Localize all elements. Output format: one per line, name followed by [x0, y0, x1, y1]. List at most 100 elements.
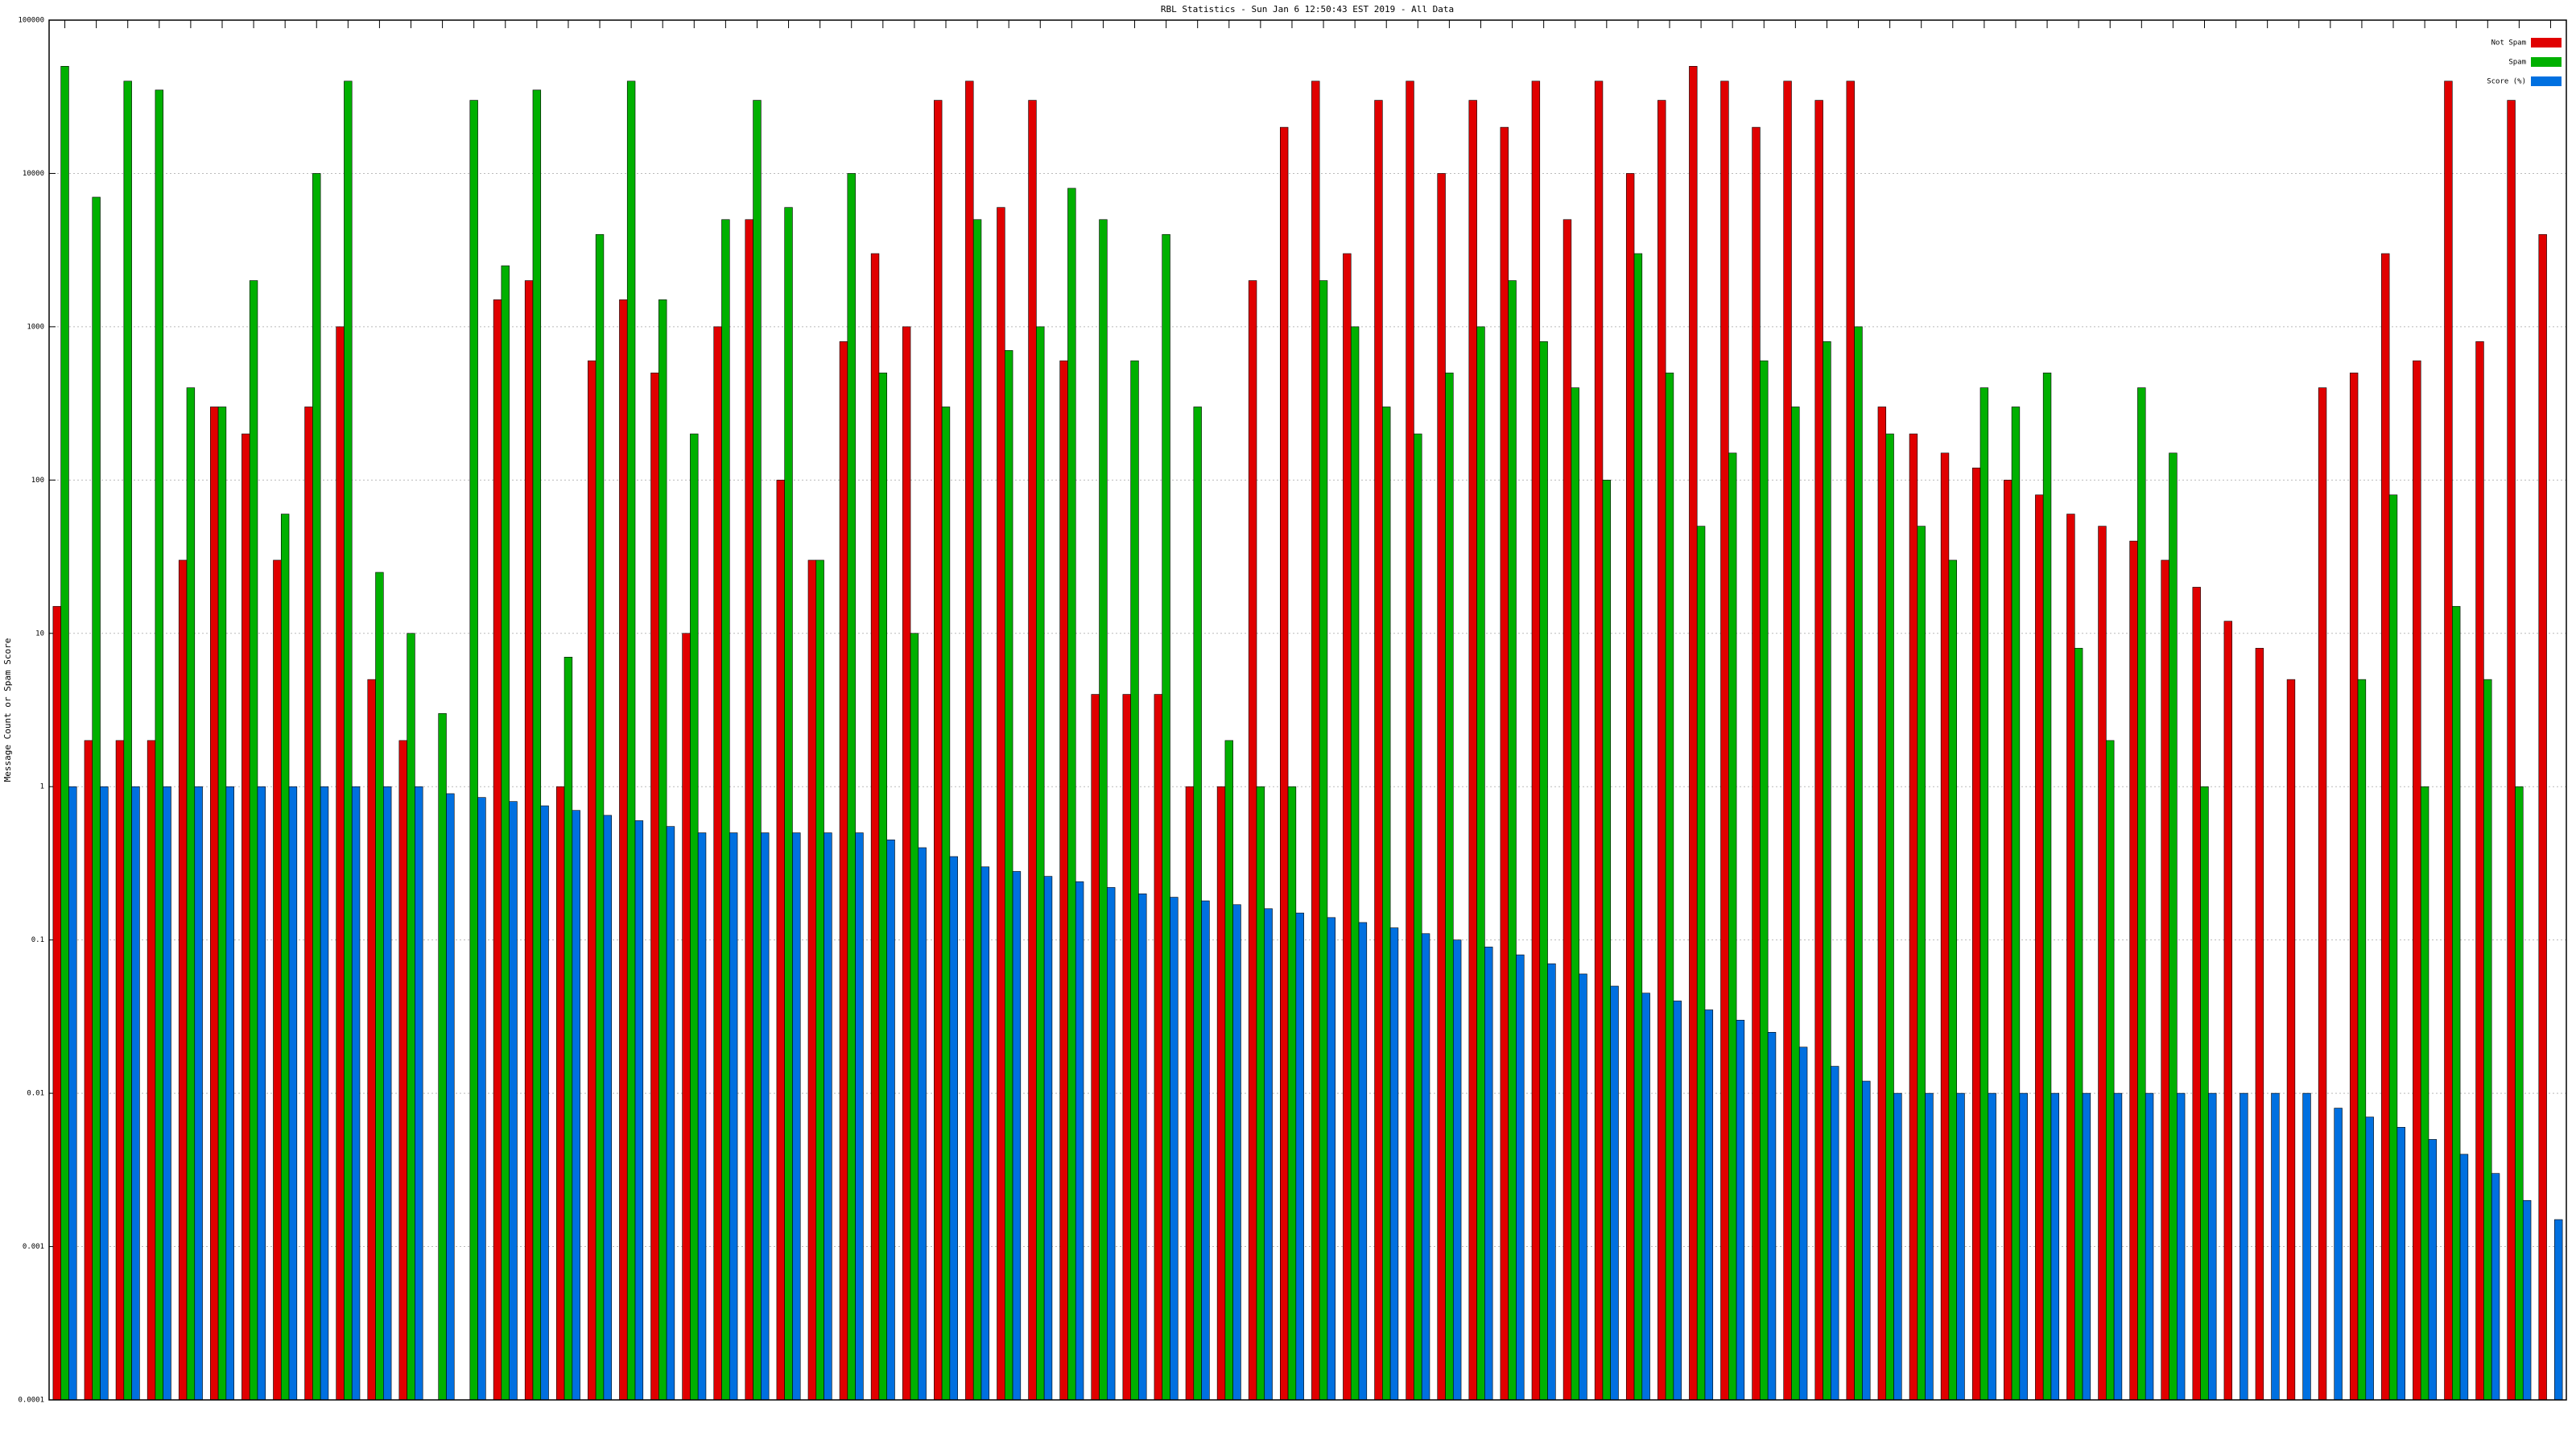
bar	[115, 740, 125, 1401]
bar	[367, 679, 376, 1401]
bar	[257, 786, 266, 1401]
y-tick-label: 0.0001	[18, 1397, 44, 1405]
bar	[2035, 494, 2044, 1401]
bar	[603, 815, 612, 1401]
bar	[1232, 904, 1241, 1401]
bar	[1130, 360, 1139, 1401]
bar	[1720, 80, 1729, 1401]
bar	[1382, 407, 1391, 1401]
bar	[1893, 1092, 1902, 1401]
bar	[1445, 372, 1454, 1401]
bar	[2004, 480, 2013, 1401]
bar	[147, 740, 156, 1401]
bar	[2129, 540, 2138, 1401]
bar	[242, 433, 250, 1401]
bar	[68, 786, 77, 1401]
bar	[949, 856, 958, 1401]
bar	[2050, 1092, 2060, 1401]
bar	[304, 407, 313, 1401]
bar	[2388, 494, 2398, 1401]
bar	[1343, 253, 1352, 1401]
bar	[588, 360, 597, 1401]
bar	[564, 656, 573, 1401]
bar	[572, 810, 580, 1401]
bar	[910, 633, 919, 1401]
bar	[312, 173, 321, 1401]
bar	[2255, 647, 2264, 1401]
bar	[2475, 341, 2484, 1401]
bar	[1350, 326, 1360, 1401]
bar	[217, 407, 227, 1401]
bar	[2334, 1108, 2343, 1401]
legend-swatch	[2531, 57, 2562, 67]
bar	[1665, 372, 1674, 1401]
bar	[2396, 1127, 2405, 1401]
bar	[2349, 372, 2359, 1401]
bar	[493, 299, 502, 1401]
bar	[918, 847, 927, 1401]
bar	[469, 100, 478, 1401]
bar	[2483, 679, 2492, 1401]
bar	[626, 80, 636, 1401]
bar	[1012, 871, 1022, 1401]
bar	[1162, 233, 1170, 1401]
bar	[697, 832, 707, 1401]
bar	[902, 326, 911, 1401]
bar	[886, 839, 895, 1401]
bar	[1311, 80, 1320, 1401]
bar	[1633, 253, 1643, 1401]
bar	[2240, 1092, 2248, 1401]
bar	[2106, 740, 2115, 1401]
bar	[1421, 933, 1430, 1401]
bar	[1036, 326, 1045, 1401]
bar	[249, 280, 258, 1401]
bar	[619, 299, 628, 1401]
bar	[131, 786, 140, 1401]
bar	[807, 559, 817, 1401]
bar	[1791, 407, 1800, 1401]
bar	[2452, 605, 2461, 1401]
legend-swatch	[2531, 38, 2562, 47]
bar	[1287, 786, 1297, 1401]
bar	[210, 407, 219, 1401]
bar	[2357, 679, 2367, 1401]
bar	[2066, 514, 2075, 1401]
legend-label: Spam	[2508, 59, 2526, 67]
bar	[1823, 341, 1831, 1401]
bar	[2381, 253, 2390, 1401]
bar	[1563, 219, 1572, 1401]
bar	[2444, 80, 2453, 1401]
bar	[1988, 1092, 1996, 1401]
bar	[375, 572, 384, 1401]
bar	[878, 372, 888, 1401]
bar	[446, 793, 455, 1401]
y-tick-label: 0.1	[31, 936, 44, 944]
bar	[1610, 985, 1619, 1401]
bar	[2042, 372, 2052, 1401]
bar	[658, 299, 667, 1401]
bar	[666, 826, 675, 1401]
y-tick-label: 10000	[23, 170, 44, 178]
bar	[344, 80, 353, 1401]
bar	[1909, 433, 1918, 1401]
bar	[682, 633, 691, 1401]
bar	[163, 786, 171, 1401]
bar	[2208, 1092, 2217, 1401]
bar	[980, 866, 990, 1401]
bar	[398, 740, 407, 1401]
bar	[2302, 1092, 2311, 1401]
bar	[1862, 1080, 1871, 1401]
bar	[2507, 100, 2516, 1401]
bar	[1248, 280, 1257, 1401]
bar	[1814, 100, 1823, 1401]
bar	[2538, 233, 2547, 1401]
bar	[2286, 679, 2296, 1401]
bar	[1406, 80, 1414, 1401]
bar	[2169, 452, 2178, 1401]
bar	[1358, 922, 1368, 1401]
bar	[2515, 786, 2524, 1401]
bar	[1028, 100, 1037, 1401]
bar	[2223, 621, 2232, 1401]
legend-label: Score (%)	[2487, 78, 2526, 86]
bar	[336, 326, 345, 1401]
